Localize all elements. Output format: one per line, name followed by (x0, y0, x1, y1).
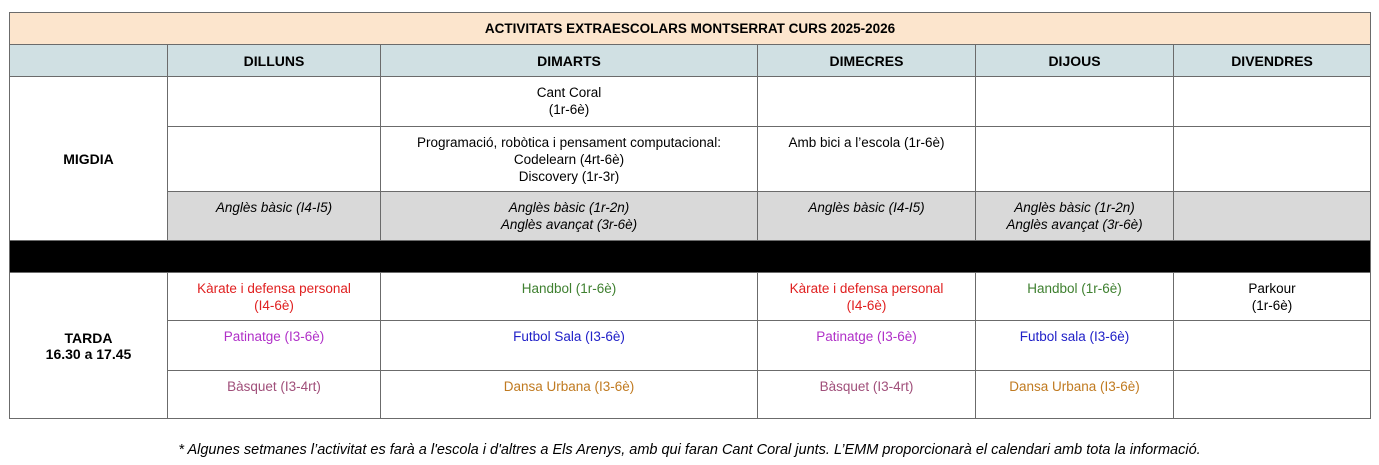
cell-empty (757, 76, 976, 127)
header-dimarts: DIMARTS (380, 44, 758, 77)
migdia-row-1: MIGDIA Cant Coral (1r-6è) (9, 76, 1372, 241)
activity-name: Futbol sala (I3-6è) (1019, 329, 1130, 344)
cell-karate-dimecres: Kàrate i defensa personal (I4-6è) (757, 272, 976, 321)
header-dijous: DIJOUS (975, 44, 1174, 77)
cell-programacio: Programació, robòtica i pensament comput… (380, 126, 758, 192)
cell-basquet-dimecres: Bàsquet (I3-4rt) (757, 370, 976, 419)
cell-handbol-dijous: Handbol (1r-6è) (975, 272, 1174, 321)
tarda-label-time: 16.30 a 17.45 (45, 345, 132, 362)
activity-name: Handbol (1r-6è) (1027, 281, 1122, 296)
header-row: DILLUNS DIMARTS DIMECRES DIJOUS DIVENDRE… (9, 44, 1372, 77)
tarda-row-2: Patinatge (I3-6è) Futbol Sala (I3-6è) Pa… (10, 320, 1372, 371)
cell-empty (1172, 370, 1372, 419)
cell-handbol-dimarts: Handbol (1r-6è) (380, 272, 758, 321)
table-title: ACTIVITATS EXTRAESCOLARS MONTSERRAT CURS… (8, 12, 1372, 45)
cell-parkour-divendres: Parkour (1r-6è) (1172, 272, 1372, 321)
cell-empty (975, 126, 1174, 192)
activity-name: Dansa Urbana (I3-6è) (1009, 379, 1140, 394)
tarda-label: TARDA 16.30 a 17.45 (9, 272, 168, 419)
cell-empty (1172, 320, 1372, 371)
activity-option: Discovery (1r-3r) (518, 169, 620, 184)
tarda-row-1: TARDA 16.30 a 17.45 Kàrate i defensa per… (9, 272, 1372, 419)
activity-name: Futbol Sala (I3-6è) (513, 329, 625, 344)
activity-name: Anglès avançat (3r-6è) (500, 217, 638, 232)
cell-empty (167, 76, 381, 127)
cell-empty (975, 76, 1174, 127)
activity-name: Anglès bàsic (I4-I5) (808, 200, 925, 215)
cell-amb-bici: Amb bici a l’escola (1r-6è) (757, 126, 976, 192)
activity-name: Patinatge (I3-6è) (816, 329, 917, 344)
cell-empty (1172, 76, 1372, 127)
activity-name: Parkour (1248, 281, 1296, 296)
cell-futbol-dimarts: Futbol Sala (I3-6è) (380, 320, 758, 371)
activity-name: Bàsquet (I3-4rt) (819, 379, 914, 394)
activity-name: Amb bici a l’escola (1r-6è) (788, 135, 945, 150)
activity-grades: (1r-6è) (548, 102, 590, 117)
activity-name: Handbol (1r-6è) (521, 281, 617, 296)
header-divendres: DIVENDRES (1172, 44, 1372, 77)
schedule-table: ACTIVITATS EXTRAESCOLARS MONTSERRAT CURS… (8, 12, 1372, 419)
activity-grades: (1r-6è) (1251, 298, 1293, 313)
activity-name: Patinatge (I3-6è) (223, 329, 325, 344)
migdia-label: MIGDIA (9, 76, 168, 241)
activity-name: Bàsquet (I3-4rt) (227, 379, 321, 394)
activity-grades: (I4-6è) (254, 298, 294, 313)
cell-empty (1172, 191, 1372, 241)
cell-futbol-dijous: Futbol sala (I3-6è) (975, 320, 1174, 371)
tarda-label-name: TARDA (64, 329, 113, 346)
header-dimecres: DIMECRES (757, 44, 976, 77)
footnote: * Algunes setmanes l’activitat es farà a… (178, 442, 1201, 458)
activity-name: Anglès bàsic (I4-I5) (215, 200, 333, 215)
cell-angles-dimarts: Anglès bàsic (1r-2n) Anglès avançat (3r-… (380, 191, 758, 241)
header-dilluns: DILLUNS (167, 44, 381, 77)
cell-cant-coral: Cant Coral (1r-6è) (380, 76, 758, 127)
header-empty-cell (9, 44, 168, 77)
cell-dansa-dijous: Dansa Urbana (I3-6è) (975, 370, 1174, 419)
separator-bar (8, 240, 1372, 273)
cell-angles-dimecres: Anglès bàsic (I4-I5) (757, 191, 976, 241)
cell-karate-dilluns: Kàrate i defensa personal (I4-6è) (167, 272, 381, 321)
activity-name: Programació, robòtica i pensament comput… (417, 135, 721, 150)
cell-patinatge-dilluns: Patinatge (I3-6è) (167, 320, 381, 371)
cell-empty (167, 126, 381, 192)
activity-name: Kàrate i defensa personal (789, 281, 944, 296)
title-row: ACTIVITATS EXTRAESCOLARS MONTSERRAT CURS… (8, 12, 1372, 45)
activity-name: Kàrate i defensa personal (197, 281, 351, 296)
activity-name: Anglès bàsic (1r-2n) (508, 200, 630, 215)
activity-name: Anglès bàsic (1r-2n) (1014, 200, 1135, 215)
activity-option: Codelearn (4rt-6è) (513, 152, 625, 167)
cell-angles-dilluns: Anglès bàsic (I4-I5) (167, 191, 381, 241)
migdia-row-3: Anglès bàsic (I4-I5) Anglès bàsic (1r-2n… (10, 191, 1372, 241)
cell-empty (1172, 126, 1372, 192)
cell-dansa-dimarts: Dansa Urbana (I3-6è) (380, 370, 758, 419)
migdia-row-2: Programació, robòtica i pensament comput… (10, 126, 1372, 192)
activity-grades: (I4-6è) (846, 298, 887, 313)
separator-row (8, 240, 1372, 273)
activity-name: Cant Coral (536, 85, 602, 100)
cell-basquet-dilluns: Bàsquet (I3-4rt) (167, 370, 381, 419)
cell-patinatge-dimecres: Patinatge (I3-6è) (757, 320, 976, 371)
tarda-row-3: Bàsquet (I3-4rt) Dansa Urbana (I3-6è) Bà… (10, 370, 1372, 419)
activity-name: Anglès avançat (3r-6è) (1006, 217, 1143, 232)
cell-angles-dijous: Anglès bàsic (1r-2n) Anglès avançat (3r-… (975, 191, 1174, 241)
activity-name: Dansa Urbana (I3-6è) (503, 379, 635, 394)
